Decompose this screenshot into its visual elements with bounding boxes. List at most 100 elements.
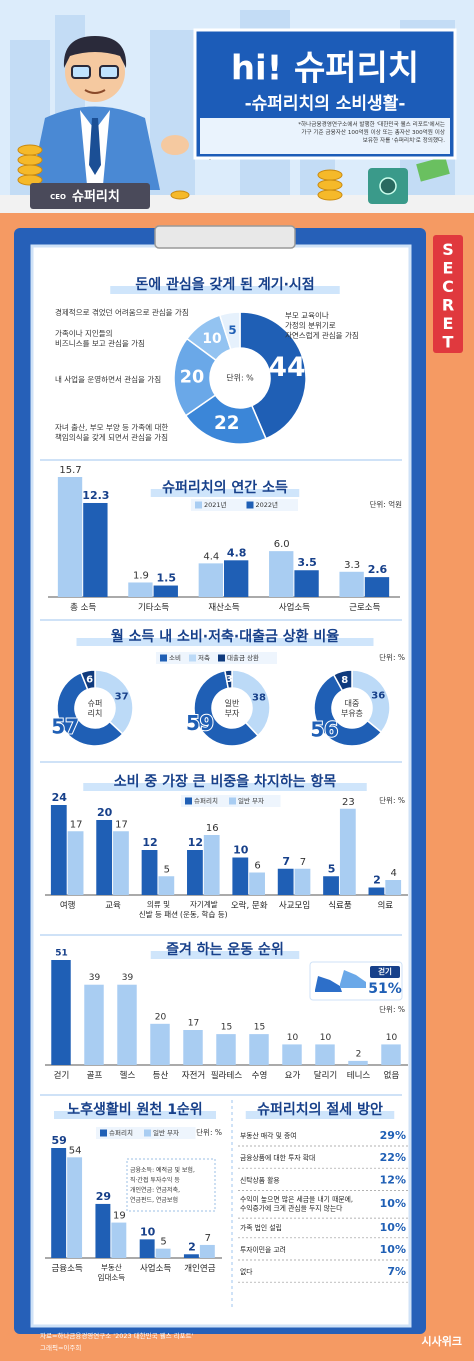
bar	[385, 880, 402, 895]
legend-label: 저축	[198, 653, 210, 662]
bar	[113, 831, 129, 895]
value-label: 5	[328, 862, 336, 875]
row-label: 투자이민을 고려	[240, 1245, 286, 1254]
bar	[128, 582, 153, 597]
x-tick-label: 근로소득	[349, 603, 380, 613]
x-tick-label: 총 소득	[70, 603, 96, 613]
bar	[364, 577, 390, 597]
row-label: 부동산 매각 및 증여	[240, 1131, 297, 1140]
credit: 그래픽=이주희	[40, 1343, 81, 1352]
value-label: 59	[186, 711, 214, 735]
donut-segment	[313, 673, 383, 747]
x-tick-label: 교육	[105, 901, 121, 911]
bar	[150, 1023, 170, 1065]
title-highlight	[150, 951, 300, 959]
value-label: 6	[86, 675, 93, 686]
x-tick-label: 등산	[153, 1070, 169, 1081]
legend-swatch	[246, 501, 254, 509]
value-label: 4.8	[227, 546, 247, 559]
value-label: 7	[205, 1233, 211, 1244]
value-label: 8	[341, 675, 348, 686]
value-label: 29	[96, 1190, 111, 1203]
bar	[348, 1060, 368, 1065]
bar	[368, 887, 385, 895]
value-label: 5	[164, 864, 170, 875]
bar	[67, 1157, 83, 1258]
value-label: 2	[188, 1240, 196, 1253]
legend-swatch	[195, 501, 202, 509]
row-value: 10%	[380, 1243, 406, 1256]
row-label: 금융상품에 대한 투자 확대	[240, 1153, 315, 1162]
bar	[294, 570, 319, 597]
bar	[96, 820, 113, 895]
callout-label: 걷기	[378, 966, 392, 976]
value-label: 37	[115, 691, 129, 702]
section-title: 슈퍼리치의 절세 방안	[257, 1101, 383, 1118]
x-tick-label: 부동산 임대소득	[98, 1262, 126, 1282]
donut-center-label: 대중 부유층	[341, 699, 363, 718]
bar	[339, 571, 364, 597]
unit-label: 단위: %	[196, 1127, 222, 1137]
value-label: 15	[221, 1023, 232, 1033]
value-label: 10	[233, 844, 249, 857]
badge: CEO	[50, 193, 66, 201]
value-label: 7	[300, 857, 306, 868]
value-label: 10	[202, 331, 221, 347]
legend-label: 대출금 상환	[227, 653, 259, 662]
bar	[50, 805, 67, 895]
x-tick-label: 헬스	[120, 1070, 136, 1081]
definition-note: *하나금융경영연구소에서 발행한 '대한민국 웰스 리포트'에서는 가구 기준 금…	[298, 120, 445, 144]
x-tick-label: 없음	[384, 1071, 400, 1081]
legend-box	[191, 499, 298, 511]
bar	[187, 850, 203, 895]
value-label: 56	[310, 717, 338, 741]
section-title: 즐겨 하는 운동 순위	[166, 941, 284, 958]
bar	[339, 808, 356, 895]
x-tick-label: 수영	[252, 1070, 268, 1081]
unit-label: 단위: 억원	[369, 499, 402, 509]
donut-segment	[332, 669, 353, 692]
category-label: 경제적으로 겪었던 어려움으로 관심을 가짐	[55, 307, 189, 317]
row-value: 29%	[380, 1129, 406, 1142]
note-box	[200, 118, 450, 154]
bar	[203, 835, 220, 895]
value-label: 3.3	[344, 560, 360, 571]
x-tick-label: 달리기	[314, 1070, 337, 1081]
donut-segment	[184, 394, 267, 445]
bar	[269, 551, 294, 597]
nameplate	[30, 183, 150, 209]
section-title: 슈퍼리치의 연간 소득	[162, 479, 288, 496]
row-label: 수익이 높으면 많은 세금을 내기 때문에, 수익증가에 크게 관심을 두지 않는…	[240, 1195, 353, 1213]
value-label: 6	[254, 861, 260, 872]
value-label: 1.9	[133, 570, 149, 581]
x-tick-label: 의료	[377, 900, 393, 911]
unit-label: 단위: %	[379, 795, 405, 805]
orange-band	[0, 213, 474, 225]
x-tick-label: 자전거	[182, 1070, 205, 1081]
x-tick-label: 테니스	[347, 1070, 371, 1081]
unit-label: 단위: %	[379, 1004, 405, 1014]
bar	[216, 1034, 236, 1065]
value-label: 23	[342, 797, 355, 808]
title-highlight	[245, 1111, 395, 1119]
value-label: 17	[115, 819, 128, 830]
bar	[249, 872, 265, 895]
value-label: 4.4	[203, 551, 219, 562]
x-tick-label: 사업소득	[140, 1264, 171, 1274]
bar	[294, 868, 311, 895]
donut-segment	[94, 669, 134, 736]
value-label: 4	[391, 868, 397, 879]
value-label: 38	[252, 692, 266, 703]
x-tick-label: 기타소득	[138, 603, 169, 613]
bar	[232, 857, 249, 895]
bar	[155, 1248, 171, 1258]
value-label: 20	[155, 1012, 167, 1022]
legend-label: 슈퍼리치	[194, 796, 218, 805]
title-highlight	[110, 286, 340, 294]
value-label: 10	[320, 1033, 332, 1043]
value-label: 17	[188, 1019, 199, 1029]
section-title: 소비 중 가장 큰 비중을 차지하는 항목	[114, 773, 337, 790]
bar	[83, 502, 108, 597]
